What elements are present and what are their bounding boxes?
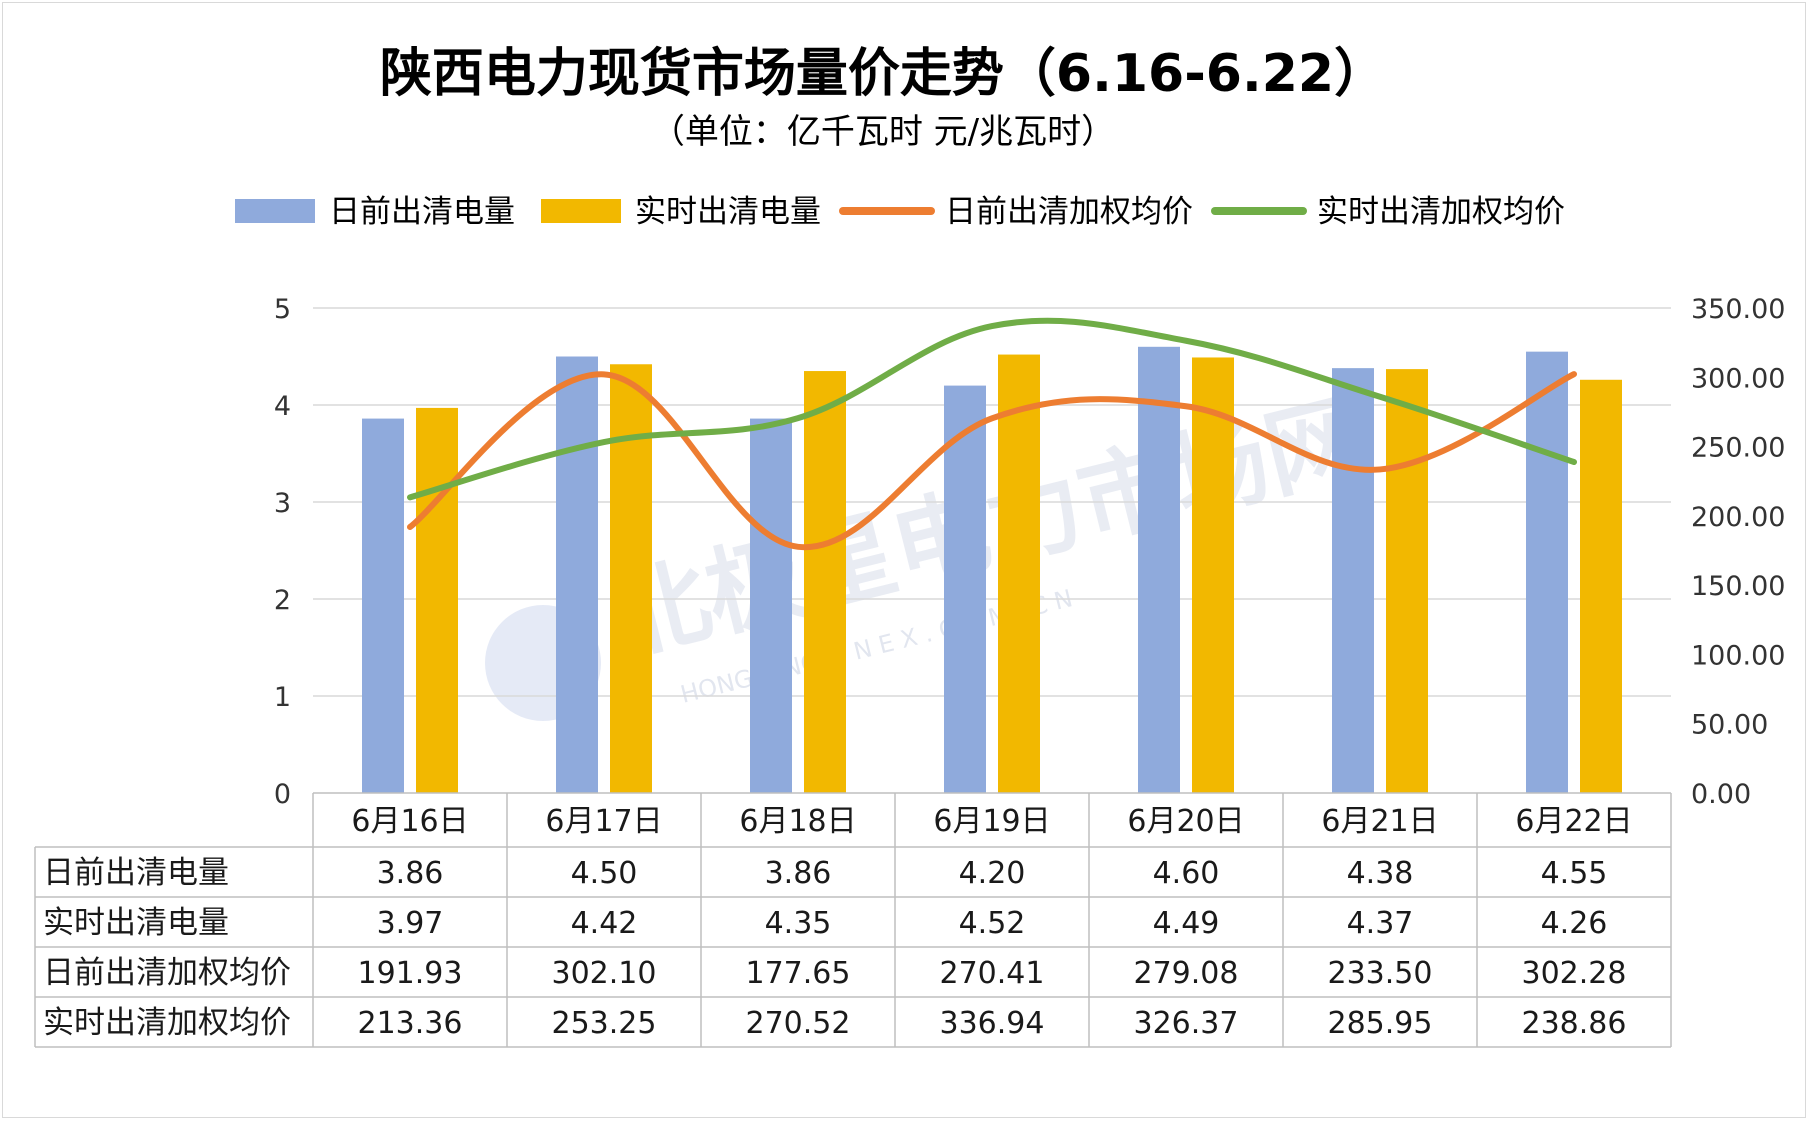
table-cell: 4.42 <box>571 906 638 941</box>
table-cell: 191.93 <box>358 956 463 991</box>
table-row-header: 实时出清电量 <box>43 905 229 941</box>
y-right-tick-label: 50.00 <box>1691 710 1768 741</box>
y-right-tick-label: 100.00 <box>1691 640 1785 671</box>
chart-subtitle: （单位：亿千瓦时 元/兆瓦时） <box>651 112 1115 152</box>
bar <box>1386 369 1428 793</box>
legend-label: 实时出清电量 <box>635 194 821 230</box>
table-row-header: 日前出清电量 <box>43 855 229 891</box>
table-cell: 238.86 <box>1522 1006 1627 1041</box>
y-right-tick-label: 200.00 <box>1691 502 1785 533</box>
legend-label: 实时出清加权均价 <box>1317 194 1565 230</box>
table-cell: 4.20 <box>959 856 1026 891</box>
table-row-header: 日前出清加权均价 <box>43 955 291 991</box>
bar <box>1138 346 1180 793</box>
table-row-header: 实时出清加权均价 <box>43 1005 291 1041</box>
table-cell: 336.94 <box>940 1006 1045 1041</box>
table-cell: 285.95 <box>1328 1006 1433 1041</box>
x-category-label: 6月19日 <box>933 804 1050 839</box>
series-line <box>407 317 1577 501</box>
bar <box>998 354 1040 793</box>
x-category-label: 6月17日 <box>545 804 662 839</box>
bar <box>610 364 652 793</box>
chart: 北极星电力市场网 HONGRANCE · N E X . C O M . C N… <box>34 44 1785 1048</box>
x-category-label: 6月21日 <box>1321 804 1438 839</box>
table-cell: 4.49 <box>1153 906 1220 941</box>
y-left-tick-label: 4 <box>274 391 291 422</box>
y-right-tick-label: 150.00 <box>1691 571 1785 602</box>
table-cell: 4.37 <box>1347 906 1414 941</box>
data-table: 6月16日 6月17日 6月18日 6月19日 6月20日 6月21日 6月22日日前出清电… <box>34 792 1672 1048</box>
legend-swatch <box>235 199 315 223</box>
y-axis-left: 0 1 2 3 4 5 <box>274 294 291 810</box>
y-axis-right: 0.00 50.00 100.00 150.00 200.00 250.00 300.00 3… <box>1691 294 1785 810</box>
y-left-tick-label: 0 <box>274 779 291 810</box>
y-left-tick-label: 5 <box>274 294 291 325</box>
legend-label: 日前出清电量 <box>329 194 515 230</box>
legend-swatch <box>541 199 621 223</box>
y-left-tick-label: 2 <box>274 585 291 616</box>
table-cell: 302.10 <box>552 956 657 991</box>
bar <box>750 418 792 793</box>
y-right-tick-label: 350.00 <box>1691 294 1785 325</box>
table-cell: 3.86 <box>377 856 444 891</box>
table-cell: 213.36 <box>358 1006 463 1041</box>
table-cell: 4.55 <box>1541 856 1608 891</box>
bar <box>362 418 404 793</box>
series-line <box>407 371 1577 551</box>
y-left-tick-label: 1 <box>274 682 291 713</box>
x-category-label: 6月16日 <box>351 804 468 839</box>
y-right-tick-label: 300.00 <box>1691 363 1785 394</box>
table-cell: 4.60 <box>1153 856 1220 891</box>
gridlines <box>313 307 1671 697</box>
table-cell: 279.08 <box>1134 956 1239 991</box>
x-category-label: 6月20日 <box>1127 804 1244 839</box>
bars <box>362 346 1622 793</box>
table-cell: 4.52 <box>959 906 1026 941</box>
y-right-tick-label: 250.00 <box>1691 433 1785 464</box>
bar <box>804 371 846 793</box>
y-left-tick-label: 3 <box>274 488 291 519</box>
table-cell: 233.50 <box>1328 956 1433 991</box>
bar <box>1580 379 1622 793</box>
table-cell: 177.65 <box>746 956 851 991</box>
table-cell: 302.28 <box>1522 956 1627 991</box>
bar <box>1526 351 1568 793</box>
table-cell: 270.52 <box>746 1006 851 1041</box>
bar <box>1192 357 1234 793</box>
x-category-label: 6月22日 <box>1515 804 1632 839</box>
legend-label: 日前出清加权均价 <box>945 194 1193 230</box>
chart-title: 陕西电力现货市场量价走势（6.16-6.22） <box>380 44 1386 104</box>
table-cell: 4.35 <box>765 906 832 941</box>
bar <box>556 356 598 793</box>
x-category-label: 6月18日 <box>739 804 856 839</box>
table-cell: 270.41 <box>940 956 1045 991</box>
table-cell: 4.50 <box>571 856 638 891</box>
y-right-tick-label: 0.00 <box>1691 779 1751 810</box>
table-cell: 326.37 <box>1134 1006 1239 1041</box>
bar <box>416 407 458 793</box>
table-cell: 3.86 <box>765 856 832 891</box>
table-cell: 253.25 <box>552 1006 657 1041</box>
bar <box>944 385 986 793</box>
bar <box>1332 368 1374 793</box>
legend: 日前出清电量 实时出清电量 日前出清加权均价 实时出清加权均价 <box>235 194 1565 230</box>
table-cell: 3.97 <box>377 906 444 941</box>
lines <box>407 317 1577 551</box>
table-cell: 4.26 <box>1541 906 1608 941</box>
table-cell: 4.38 <box>1347 856 1414 891</box>
